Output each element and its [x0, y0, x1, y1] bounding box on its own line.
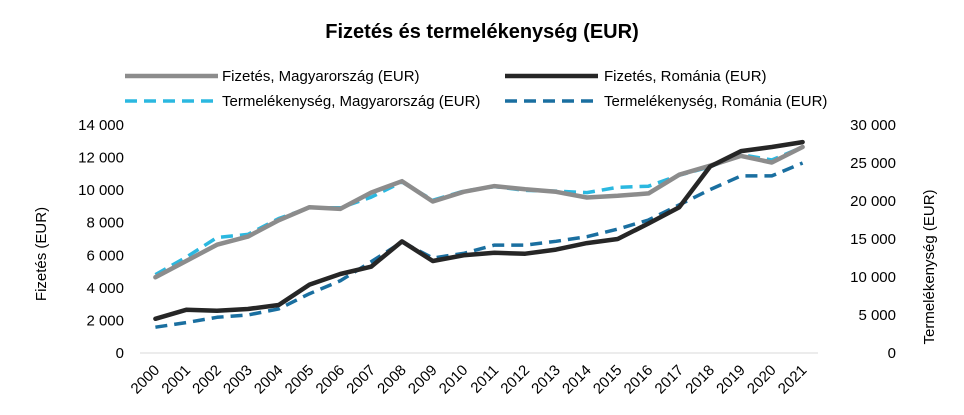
x-tick-label: 2006 — [313, 362, 349, 398]
y-tick-label-left: 0 — [116, 345, 124, 362]
legend-entry: Fizetés, Magyarország (EUR) — [125, 68, 420, 85]
series-line-3 — [155, 161, 804, 329]
x-tick-label: 2016 — [621, 362, 657, 398]
series-line-0 — [153, 144, 805, 280]
x-tick-label: 2012 — [497, 362, 533, 398]
x-tick-label: 2017 — [652, 362, 688, 398]
legend-entry: Fizetés, Románia (EUR) — [505, 68, 767, 85]
legend: Fizetés, Magyarország (EUR) Fizetés, Romá… — [125, 68, 827, 110]
legend-entry: Termelékenység, Románia (EUR) — [505, 93, 827, 110]
legend-label: Termelékenység, Románia (EUR) — [604, 93, 827, 110]
y-tick-label-left: 8 000 — [86, 215, 124, 232]
x-tick-label: 2020 — [744, 362, 780, 398]
y-tick-label-left: 12 000 — [78, 150, 124, 167]
x-tick-label: 2021 — [775, 362, 811, 398]
x-tick-label: 2015 — [590, 362, 626, 398]
y-tick-label-right: 25 000 — [850, 155, 896, 172]
y-tick-label-left: 4 000 — [86, 280, 124, 297]
y-tick-label-right: 0 — [888, 345, 896, 362]
x-tick-label: 2019 — [713, 362, 749, 398]
y-tick-label-left: 14 000 — [78, 117, 124, 134]
x-tick-label: 2010 — [436, 362, 472, 398]
y-tick-label-right: 5 000 — [858, 307, 896, 324]
x-tick-label: 2002 — [189, 362, 225, 398]
y-axis-label-right: Termelékenység (EUR) — [921, 189, 938, 344]
y-tick-label-right: 15 000 — [850, 231, 896, 248]
x-tick-label: 2003 — [220, 362, 256, 398]
legend-label: Fizetés, Magyarország (EUR) — [222, 68, 420, 85]
x-tick-label: 2007 — [343, 362, 379, 398]
x-tick-label: 2001 — [158, 362, 194, 398]
y-tick-label-left: 6 000 — [86, 247, 124, 264]
x-tick-label: 2008 — [374, 362, 410, 398]
legend-label: Termelékenység, Magyarország (EUR) — [222, 93, 480, 110]
x-tick-label: 2009 — [405, 362, 441, 398]
y-tick-label-left: 10 000 — [78, 182, 124, 199]
x-tick-label: 2005 — [282, 362, 318, 398]
legend-label: Fizetés, Románia (EUR) — [604, 68, 767, 85]
x-tick-label: 2018 — [682, 362, 718, 398]
y-tick-label-right: 10 000 — [850, 269, 896, 286]
x-tick-label: 2011 — [467, 362, 502, 397]
x-tick-label: 2000 — [128, 362, 164, 398]
legend-entry: Termelékenység, Magyarország (EUR) — [125, 93, 480, 110]
y-tick-label-right: 20 000 — [850, 193, 896, 210]
x-tick-label: 2004 — [251, 362, 287, 398]
y-tick-label-right: 30 000 — [850, 117, 896, 134]
y-tick-label-left: 2 000 — [86, 312, 124, 329]
series-line-1 — [153, 139, 805, 322]
y-axis-label-left: Fizetés (EUR) — [33, 207, 50, 301]
series-lines — [153, 139, 805, 329]
chart-title: Fizetés és termelékenység (EUR) — [325, 21, 638, 43]
x-tick-label: 2013 — [528, 362, 564, 398]
x-tick-label: 2014 — [559, 362, 595, 398]
